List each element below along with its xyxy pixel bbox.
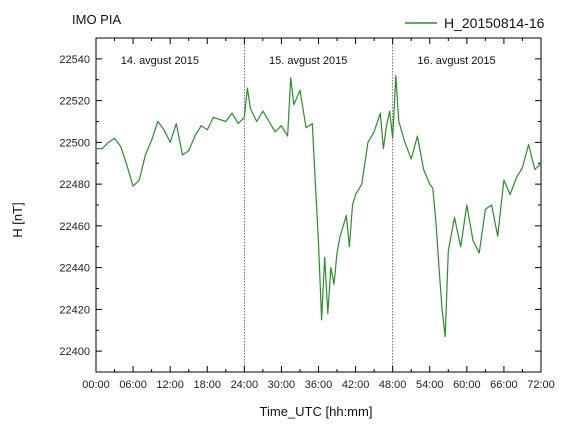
y-tick-label: 22460 (59, 221, 90, 233)
x-tick-label: 12:00 (156, 379, 184, 391)
station-label: IMO PIA (72, 12, 121, 27)
y-axis-title: H [nT] (10, 202, 25, 237)
x-tick-label: 66:00 (490, 379, 518, 391)
y-tick-label: 22500 (59, 137, 90, 149)
legend: H_20150814-16 (405, 15, 545, 31)
x-axis-title: Time_UTC [hh:mm] (260, 404, 373, 419)
x-tick-label: 48:00 (379, 379, 407, 391)
x-tick-label: 06:00 (119, 379, 147, 391)
x-tick-label: 30:00 (268, 379, 296, 391)
plot-frame (95, 37, 542, 373)
series-line (96, 74, 542, 338)
legend-label: H_20150814-16 (444, 15, 545, 31)
x-tick-label: 72:00 (527, 379, 555, 391)
x-tick-label: 60:00 (453, 379, 481, 391)
x-tick-label: 42:00 (342, 379, 370, 391)
y-tick-label: 22520 (59, 96, 90, 108)
x-tick-label: 36:00 (305, 379, 333, 391)
x-tick-label: 24:00 (231, 379, 259, 391)
x-tick-label: 18:00 (193, 379, 221, 391)
x-tick-label: 54:00 (416, 379, 444, 391)
day-label: 15. avgust 2015 (269, 55, 347, 67)
y-tick-label: 22480 (59, 179, 90, 191)
y-tick-label: 22440 (59, 263, 90, 275)
plot-area: 00:00 06:00 12:00 18:00 24:00 30:00 36:00 42:00… (59, 37, 555, 391)
y-tick-label: 22400 (59, 346, 90, 358)
x-tick-label: 00:00 (82, 379, 110, 391)
day-label: 16. avgust 2015 (417, 55, 495, 67)
day-label: 14. avgust 2015 (121, 55, 199, 67)
y-tick-label: 22540 (59, 54, 90, 66)
y-tick-label: 22420 (59, 304, 90, 316)
